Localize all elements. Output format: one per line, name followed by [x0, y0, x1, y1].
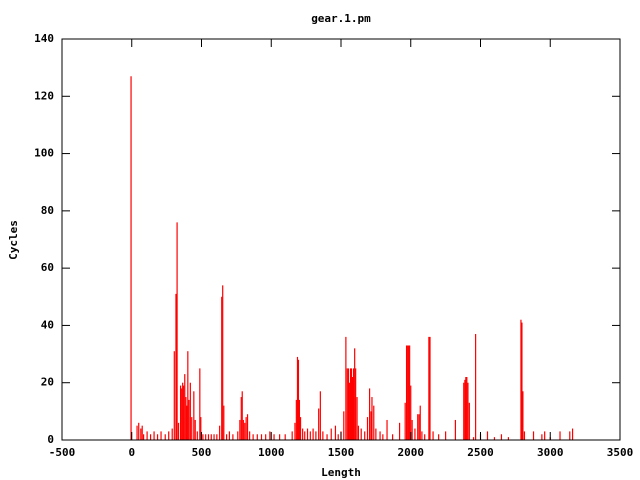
x-axis-label: Length [321, 466, 361, 479]
y-tick-label: 60 [41, 261, 54, 274]
y-tick-label: 100 [34, 147, 54, 160]
x-tick-label: 3500 [607, 446, 634, 459]
y-tick-label: 40 [41, 318, 54, 331]
x-tick-label: 2000 [398, 446, 425, 459]
x-tick-label: 3000 [537, 446, 564, 459]
y-axis-label: Cycles [7, 220, 20, 260]
y-tick-label: 80 [41, 204, 54, 217]
y-tick-label: 140 [34, 32, 54, 45]
y-tick-label: 120 [34, 89, 54, 102]
plot-border [61, 38, 621, 441]
y-tick-label: 0 [47, 433, 54, 446]
x-tick-label: 2500 [467, 446, 494, 459]
chart-title: gear.1.pm [311, 12, 371, 25]
x-tick-label: 1500 [328, 446, 355, 459]
x-tick-label: 1000 [258, 446, 285, 459]
x-tick-label: 0 [128, 446, 135, 459]
y-tick-label: 20 [41, 376, 54, 389]
x-tick-label: -500 [49, 446, 76, 459]
x-tick-label: 500 [192, 446, 212, 459]
